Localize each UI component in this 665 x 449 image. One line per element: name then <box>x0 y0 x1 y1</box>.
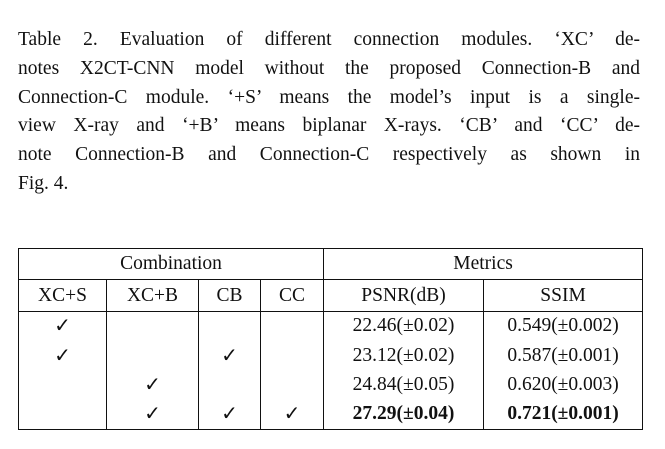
checkmark-icon <box>106 341 199 371</box>
column-header-ssim: SSIM <box>483 279 644 312</box>
checkmark-icon: ✓ <box>18 341 107 371</box>
table-row-best: ✓ ✓ ✓ 27.29(±0.04) 0.721(±0.001) <box>18 399 644 430</box>
checkmark-icon: ✓ <box>106 399 199 430</box>
evaluation-table-container: Combination Metrics XC+S XC+B CB CC PSNR… <box>17 247 644 430</box>
evaluation-table: Combination Metrics XC+S XC+B CB CC PSNR… <box>17 247 644 430</box>
column-header-xcb: XC+B <box>106 279 199 312</box>
caption-line: view X-ray and ‘+B’ means biplanar X-ray… <box>18 115 640 137</box>
table-row: ✓ 24.84(±0.05) 0.620(±0.003) <box>18 370 644 400</box>
table-caption: Table 2. Evaluation of different connect… <box>18 26 640 199</box>
caption-line: Connection-C module. ‘+S’ means the mode… <box>18 86 640 108</box>
column-header-cb: CB <box>198 279 261 312</box>
checkmark-icon <box>259 311 325 342</box>
checkmark-icon <box>18 370 107 400</box>
checkmark-icon: ✓ <box>198 399 261 430</box>
checkmark-icon <box>18 399 107 430</box>
table-row: ✓ 22.46(±0.02) 0.549(±0.002) <box>18 311 644 342</box>
checkmark-icon <box>198 370 261 400</box>
ssim-value: 0.620(±0.003) <box>483 370 644 400</box>
psnr-value-best: 27.29(±0.04) <box>323 399 485 430</box>
caption-line: notes X2CT-CNN model without the propose… <box>18 57 640 79</box>
group-header-row: Combination Metrics <box>17 247 644 281</box>
checkmark-icon: ✓ <box>106 370 199 400</box>
psnr-value: 22.46(±0.02) <box>323 311 485 342</box>
metrics-header: Metrics <box>323 247 644 281</box>
column-header-row: XC+S XC+B CB CC PSNR(dB) SSIM <box>18 279 644 312</box>
ssim-value-best: 0.721(±0.001) <box>483 399 644 430</box>
table-row: ✓ ✓ 23.12(±0.02) 0.587(±0.001) <box>18 341 644 371</box>
checkmark-icon: ✓ <box>18 311 107 342</box>
column-header-cc: CC <box>259 279 325 312</box>
ssim-value: 0.549(±0.002) <box>483 311 644 342</box>
column-header-xcs: XC+S <box>18 279 107 312</box>
combination-header: Combination <box>17 247 325 281</box>
checkmark-icon <box>106 311 199 342</box>
caption-line: Table 2. Evaluation of different connect… <box>18 29 640 50</box>
checkmark-icon <box>259 370 325 400</box>
psnr-value: 24.84(±0.05) <box>323 370 485 400</box>
caption-line: Fig. 4. <box>18 172 69 194</box>
ssim-value: 0.587(±0.001) <box>483 341 644 371</box>
checkmark-icon: ✓ <box>259 399 325 430</box>
psnr-value: 23.12(±0.02) <box>323 341 485 371</box>
checkmark-icon: ✓ <box>198 341 261 371</box>
caption-line: note Connection-B and Connection-C respe… <box>18 144 640 166</box>
checkmark-icon <box>198 311 261 342</box>
checkmark-icon <box>259 341 325 371</box>
column-header-psnr: PSNR(dB) <box>323 279 485 312</box>
